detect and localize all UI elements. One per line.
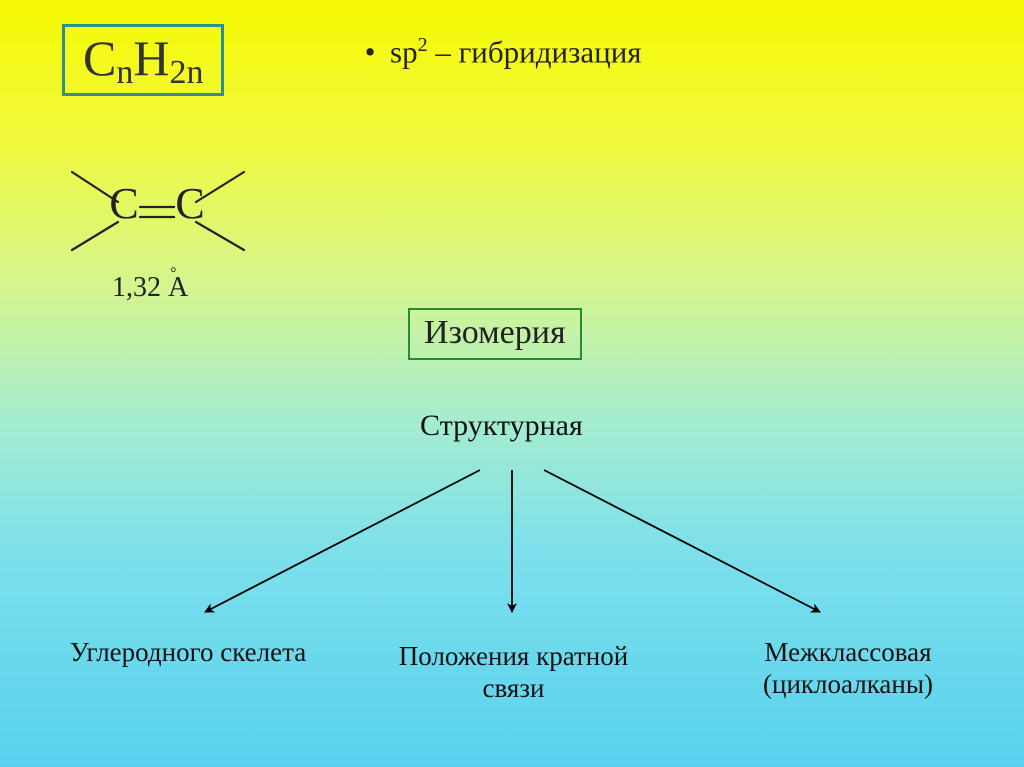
branch-left-line1: Углеродного скелета — [28, 636, 348, 668]
formula-H: H — [133, 30, 169, 86]
branch-left-label: Углеродного скелета — [28, 636, 348, 668]
bond-length-value: 1,32 — [112, 272, 161, 303]
general-formula-box: CnH2n — [62, 24, 224, 96]
isomerism-box: Изомерия — [408, 308, 582, 360]
branch-mid-line2: связи — [336, 672, 691, 704]
structural-label: Структурная — [420, 408, 583, 444]
bullet-icon: • — [360, 34, 380, 70]
formula-C-sub: n — [116, 54, 133, 91]
branch-right-line2: (циклоалканы) — [688, 668, 1008, 700]
hybridization-bullet: • sp2 – гибридизация — [360, 34, 642, 70]
bond-length-label: 1,32 A° — [112, 272, 188, 304]
double-bond-svg: C C — [42, 150, 272, 270]
branch-right-label: Межклассовая (циклоалканы) — [688, 636, 1008, 701]
formula-H-sub: 2n — [169, 54, 203, 91]
branch-mid-line1: Положения кратной — [336, 640, 691, 672]
branch-mid-label: Положения кратной связи — [336, 640, 691, 705]
atom-left: C — [109, 179, 138, 228]
branch-right-line1: Межклассовая — [688, 636, 1008, 668]
hybrid-tail: – гибридизация — [428, 34, 642, 69]
atom-right: C — [175, 179, 204, 228]
angstrom-ring: ° — [170, 265, 176, 283]
double-bond-structure: C C — [42, 150, 272, 270]
hybrid-sup: 2 — [418, 34, 428, 56]
isomerism-title: Изомерия — [424, 314, 566, 351]
formula-C: C — [83, 30, 116, 86]
angstrom-symbol: A° — [168, 272, 188, 304]
hybrid-sp: sp — [390, 34, 418, 69]
structural-text: Структурная — [420, 409, 583, 442]
